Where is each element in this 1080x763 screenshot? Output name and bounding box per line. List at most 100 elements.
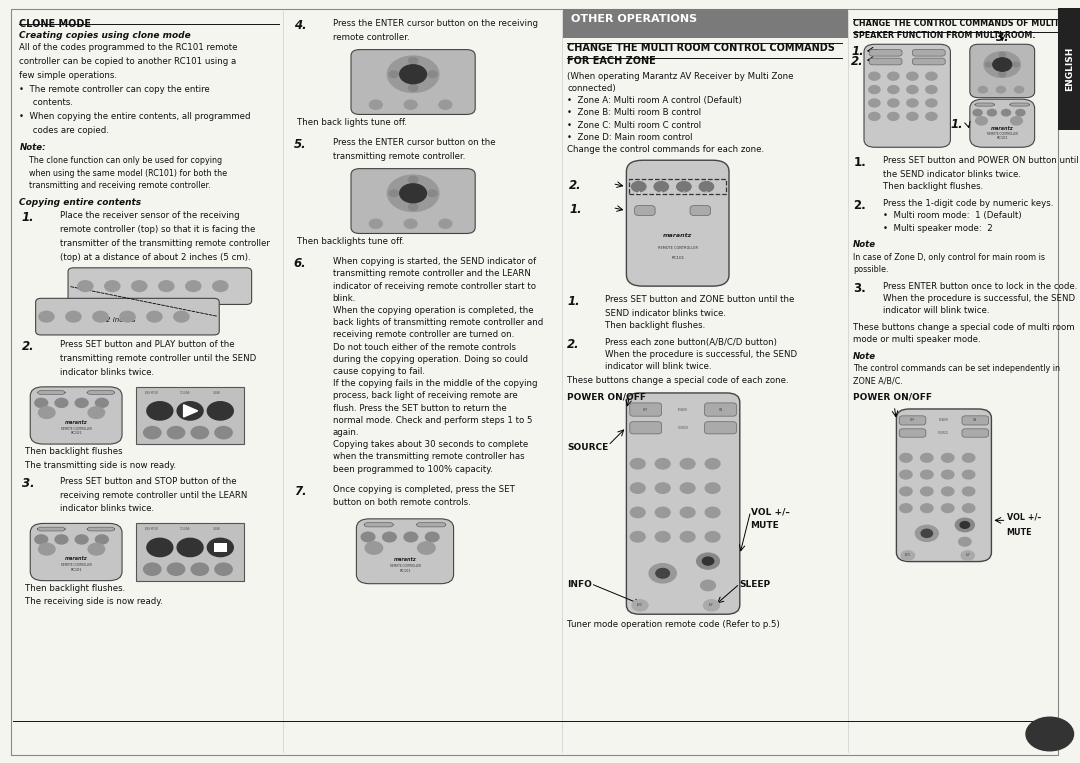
Text: POWER ON/OFF: POWER ON/OFF xyxy=(567,393,646,402)
Text: REMOTE CONTROLLER: REMOTE CONTROLLER xyxy=(390,564,420,568)
Text: REMOTE CONTROLLER: REMOTE CONTROLLER xyxy=(60,427,92,430)
Text: Press ​SET​ button and ​POWER ON​ button until: Press ​SET​ button and ​POWER ON​ button… xyxy=(883,156,1079,166)
Circle shape xyxy=(962,487,975,496)
FancyBboxPatch shape xyxy=(68,268,252,304)
Text: transmitting remote controller.: transmitting remote controller. xyxy=(333,152,465,161)
Text: 1.: 1. xyxy=(22,211,35,224)
FancyBboxPatch shape xyxy=(38,527,65,531)
Text: POWER: POWER xyxy=(678,407,688,411)
Circle shape xyxy=(984,52,1021,77)
Circle shape xyxy=(701,580,715,591)
Circle shape xyxy=(177,402,203,420)
Circle shape xyxy=(177,539,203,557)
Circle shape xyxy=(987,109,997,116)
Circle shape xyxy=(962,453,975,462)
Circle shape xyxy=(888,99,899,107)
Text: OFF: OFF xyxy=(643,407,648,411)
Text: SOURCE: SOURCE xyxy=(939,431,949,436)
FancyBboxPatch shape xyxy=(864,44,950,147)
Circle shape xyxy=(408,176,418,183)
Circle shape xyxy=(956,518,974,532)
FancyBboxPatch shape xyxy=(962,429,988,437)
FancyBboxPatch shape xyxy=(690,205,711,216)
Text: controller can be copied to another RC101 using a: controller can be copied to another RC10… xyxy=(19,57,237,66)
Circle shape xyxy=(369,100,382,109)
Circle shape xyxy=(191,563,208,575)
Circle shape xyxy=(907,112,918,121)
Text: SLEEP: SLEEP xyxy=(740,580,771,589)
Text: SPEAKER FUNCTION FROM MULTI ROOM.: SPEAKER FUNCTION FROM MULTI ROOM. xyxy=(853,31,1036,40)
Circle shape xyxy=(978,86,987,93)
Text: Press the ​ENTER​ cursor button on the receiving: Press the ​ENTER​ cursor button on the r… xyxy=(333,19,538,28)
Text: indicator will blink twice.: indicator will blink twice. xyxy=(605,362,712,372)
FancyBboxPatch shape xyxy=(1058,8,1080,130)
Circle shape xyxy=(868,112,880,121)
Text: Then backlight flushes.: Then backlight flushes. xyxy=(605,321,705,330)
Text: 7.: 7. xyxy=(294,485,307,497)
Circle shape xyxy=(389,190,399,197)
FancyBboxPatch shape xyxy=(704,422,737,434)
Circle shape xyxy=(631,532,645,542)
Circle shape xyxy=(632,182,646,192)
Circle shape xyxy=(901,551,915,560)
Text: The receiving side is now ready.: The receiving side is now ready. xyxy=(25,597,163,607)
Text: marantz: marantz xyxy=(393,556,417,562)
Circle shape xyxy=(920,487,933,496)
Text: T-CLEAR: T-CLEAR xyxy=(179,527,190,531)
Circle shape xyxy=(404,533,418,542)
FancyBboxPatch shape xyxy=(136,523,244,581)
FancyBboxPatch shape xyxy=(351,50,475,114)
Text: during the copying operation. Doing so could: during the copying operation. Doing so c… xyxy=(333,355,528,364)
Circle shape xyxy=(147,311,162,322)
Circle shape xyxy=(656,483,670,494)
Text: transmitter of the transmitting remote controller: transmitter of the transmitting remote c… xyxy=(60,239,270,248)
Circle shape xyxy=(654,182,669,192)
Text: 5.: 5. xyxy=(294,138,307,151)
Circle shape xyxy=(656,459,670,469)
Circle shape xyxy=(1016,109,1025,116)
Text: CHANGE THE MULTI ROOM CONTROL COMMANDS: CHANGE THE MULTI ROOM CONTROL COMMANDS xyxy=(567,43,835,53)
Text: The control commands can be set independently in: The control commands can be set independ… xyxy=(853,364,1061,373)
Text: transmitting remote controller and the LEARN: transmitting remote controller and the L… xyxy=(333,269,530,278)
Text: If the copying fails in the middle of the copying: If the copying fails in the middle of th… xyxy=(333,379,537,388)
Text: 1.: 1. xyxy=(851,45,864,58)
Circle shape xyxy=(680,483,696,494)
Text: RC101: RC101 xyxy=(70,568,82,571)
Circle shape xyxy=(942,504,954,513)
Text: marantz: marantz xyxy=(65,556,87,562)
Circle shape xyxy=(369,219,382,228)
Circle shape xyxy=(55,535,68,544)
Text: Press ​SET​ button and ​ZONE​ button until the: Press ​SET​ button and ​ZONE​ button unt… xyxy=(605,295,794,304)
Text: •  Zone D: Main room control: • Zone D: Main room control xyxy=(567,133,692,142)
Text: T-CLEAR: T-CLEAR xyxy=(179,391,190,394)
Text: OFF: OFF xyxy=(910,418,915,423)
Text: SEND indicator blinks twice.: SEND indicator blinks twice. xyxy=(605,309,726,318)
Text: receiving remote controller until the LEARN: receiving remote controller until the LE… xyxy=(60,491,247,500)
Circle shape xyxy=(89,407,105,418)
Text: cause copying to fail.: cause copying to fail. xyxy=(333,367,424,376)
Circle shape xyxy=(389,71,399,78)
FancyBboxPatch shape xyxy=(563,9,848,38)
Text: codes are copied.: codes are copied. xyxy=(19,126,109,135)
Text: Press each zone button(A/B/C/D button): Press each zone button(A/B/C/D button) xyxy=(605,338,777,347)
Text: OTHER OPERATIONS: OTHER OPERATIONS xyxy=(571,14,698,24)
Circle shape xyxy=(215,563,232,575)
Circle shape xyxy=(703,600,719,611)
Circle shape xyxy=(677,182,691,192)
Text: indicator will blink twice.: indicator will blink twice. xyxy=(883,306,990,315)
FancyBboxPatch shape xyxy=(136,387,244,444)
Circle shape xyxy=(680,459,696,469)
Circle shape xyxy=(942,470,954,479)
Text: RC101: RC101 xyxy=(70,431,82,435)
Circle shape xyxy=(207,402,233,420)
Circle shape xyxy=(408,204,418,210)
Text: REMOTE CONTROLLER: REMOTE CONTROLLER xyxy=(60,563,92,567)
FancyBboxPatch shape xyxy=(38,391,65,394)
Circle shape xyxy=(428,190,437,197)
Text: receiving remote controller are turned on.: receiving remote controller are turned o… xyxy=(333,330,514,340)
Text: ON: ON xyxy=(973,418,977,423)
Circle shape xyxy=(900,504,913,513)
Circle shape xyxy=(174,311,189,322)
Text: SOURCE: SOURCE xyxy=(567,443,608,452)
Circle shape xyxy=(428,71,437,78)
